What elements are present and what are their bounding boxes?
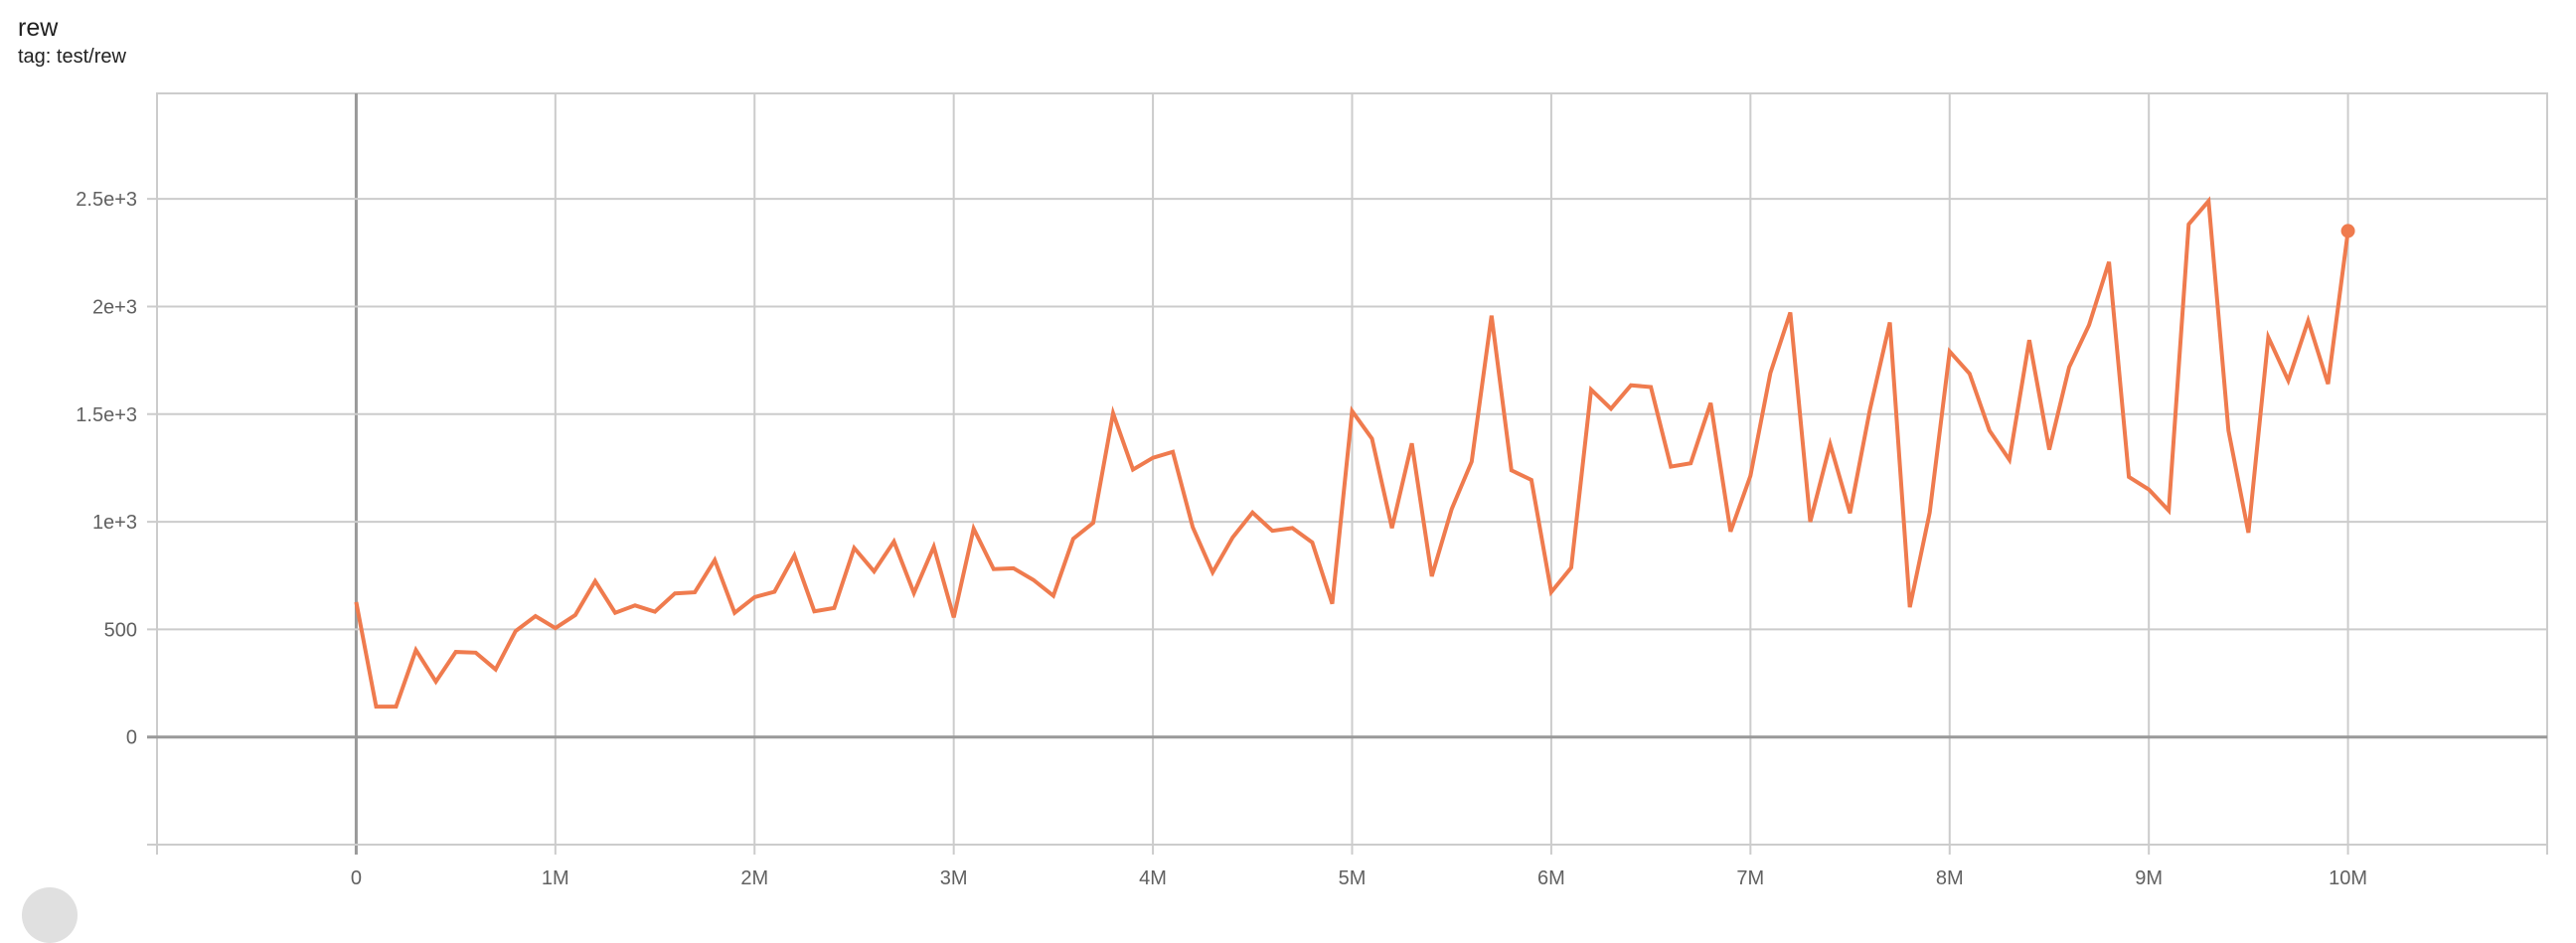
y-tick-label: 1e+3: [92, 512, 137, 534]
y-tick-label: 0: [126, 727, 137, 749]
y-tick-label: 1.5e+3: [76, 404, 137, 426]
line-chart: 0 1M 2M 3M 4M 5M 6M 7M 8M 9M 10M 0 500 1e+3 1.5e+3 2e+3…: [76, 92, 2548, 889]
chart-title: rew: [18, 14, 59, 42]
x-tick-label: 7M: [1736, 867, 1764, 889]
last-point-marker: [2340, 224, 2355, 238]
y-tick-label: 500: [104, 619, 137, 641]
x-tick-label: 5M: [1339, 867, 1367, 889]
x-tick-label: 3M: [940, 867, 968, 889]
x-tick-label: 8M: [1936, 867, 1964, 889]
x-tick-label: 9M: [2135, 867, 2163, 889]
fit-domain-button[interactable]: [22, 887, 78, 943]
x-tick-label: 10M: [2329, 867, 2367, 889]
x-tick-label: 1M: [542, 867, 569, 889]
series-line: [354, 196, 2350, 709]
tick-labels: 0 1M 2M 3M 4M 5M 6M 7M 8M 9M 10M 0 500 1e+3 1.5e+3 2e+3…: [76, 189, 2367, 889]
x-tick-label: 6M: [1537, 867, 1565, 889]
x-tick-label: 0: [351, 867, 362, 889]
x-tick-label: 4M: [1139, 867, 1167, 889]
series-layer: [354, 196, 2355, 709]
x-tick-label: 2M: [740, 867, 768, 889]
y-tick-label: 2e+3: [92, 296, 137, 318]
y-tick-label: 2.5e+3: [76, 189, 137, 211]
chart-tag: tag: test/rew: [18, 46, 126, 68]
